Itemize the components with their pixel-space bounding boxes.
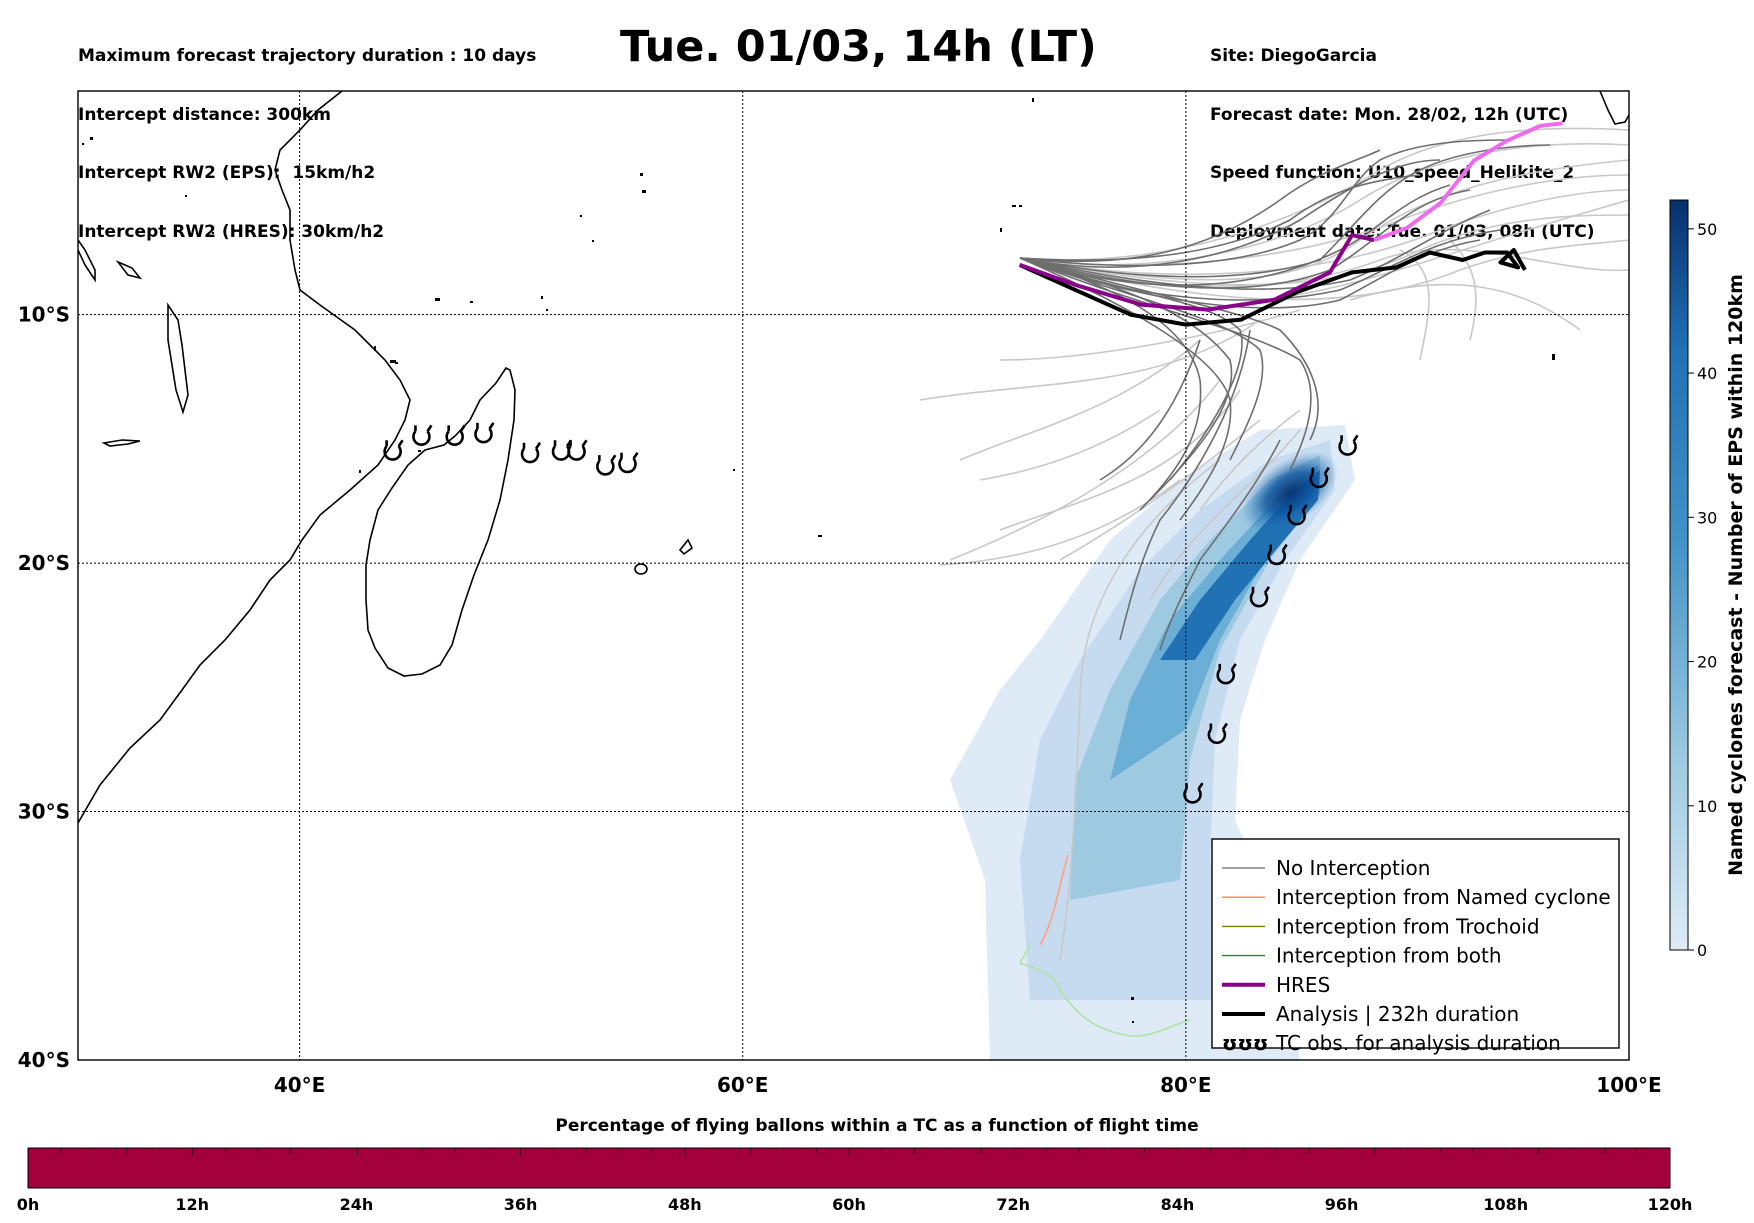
legend-label: Interception from Trochoid xyxy=(1276,914,1540,938)
side-colorbar: 0 10 20 30 40 50 Named cyclones forecast - Nu… xyxy=(1669,199,1747,960)
lon-tick-label: 80°E xyxy=(1160,1073,1212,1097)
side-cb-tick-label: 40 xyxy=(1697,364,1717,383)
side-cb-tick-label: 0 xyxy=(1697,941,1707,960)
tc-obs-symbol xyxy=(1216,663,1237,685)
hres-track-late xyxy=(1373,121,1563,242)
bottom-cb-tick-label: 36h xyxy=(504,1195,538,1214)
side-colorbar-bar xyxy=(1669,199,1689,951)
tc-obs-symbol xyxy=(1287,504,1308,526)
tc-obs-symbol xyxy=(618,451,639,474)
bottom-cb-tick-label: 84h xyxy=(1161,1195,1195,1214)
bottom-cb-tick-label: 0h xyxy=(17,1195,40,1214)
page-title: Tue. 01/03, 14h (LT) xyxy=(620,22,1097,72)
map-frame xyxy=(77,90,1630,1061)
tc-obs-symbol xyxy=(383,439,404,461)
bottom-cb-tick-label: 24h xyxy=(340,1195,374,1214)
legend-label: No Interception xyxy=(1276,856,1430,880)
tc-obs-symbol xyxy=(412,424,433,446)
legend-label: Interception from both xyxy=(1276,944,1502,968)
bottom-cb-tick-label: 120h xyxy=(1648,1195,1693,1214)
tc-obs-symbol xyxy=(1207,722,1228,745)
side-cb-tick-label: 10 xyxy=(1697,797,1717,816)
legend-item: HRES xyxy=(1222,973,1330,997)
tc-obs-symbol xyxy=(1183,782,1204,804)
lon-tick-label: 40°E xyxy=(274,1073,326,1097)
lat-tick-label: 30°S xyxy=(18,800,70,824)
side-cb-tick-label: 30 xyxy=(1697,508,1717,527)
tc-observation-symbols xyxy=(383,422,1359,804)
info-line-forecast-date: Forecast date: Mon. 28/02, 12h (UTC) xyxy=(1210,104,1569,125)
tc-obs-symbol xyxy=(1338,434,1359,456)
bottom-cb-tick-label: 96h xyxy=(1325,1195,1359,1214)
tc-obs-symbol xyxy=(596,454,617,476)
site-info: Site: DiegoGarcia Forecast date: Mon. 28… xyxy=(1210,8,1595,262)
info-line-rw2-hres: Intercept RW2 (HRES): 30km/h2 xyxy=(78,221,385,242)
legend-label: TC obs. for analysis duration xyxy=(1275,1031,1561,1055)
bottom-cb-tick-label: 72h xyxy=(996,1195,1030,1214)
tc-obs-symbol xyxy=(1309,466,1330,489)
info-line-deployment-date: Deployment date: Tue. 01/03, 08h (UTC) xyxy=(1210,221,1595,242)
tc-obs-symbol xyxy=(445,424,466,446)
tc-obs-symbol xyxy=(474,422,495,444)
legend-item: No Interception xyxy=(1222,856,1430,880)
hres-track xyxy=(1019,233,1375,312)
info-line-site: Site: DiegoGarcia xyxy=(1210,46,1377,66)
analysis-track xyxy=(1018,248,1527,327)
side-colorbar-label: Named cyclones forecast - Number of EPS … xyxy=(1725,274,1747,876)
legend-item: Analysis | 232h duration xyxy=(1222,1002,1519,1026)
tc-obs-symbol xyxy=(567,439,588,461)
side-cb-tick-label: 50 xyxy=(1697,220,1717,239)
lat-tick-label: 40°S xyxy=(18,1048,70,1072)
legend-item: Interception from Named cyclone xyxy=(1222,885,1611,909)
bottom-cb-tick-label: 12h xyxy=(175,1195,209,1214)
info-line-speed-function: Speed function: U10_speed_Helikite_2 xyxy=(1210,163,1575,183)
legend-label: Interception from Named cyclone xyxy=(1276,885,1611,909)
lat-tick-label: 20°S xyxy=(18,551,70,575)
ensemble-tracks xyxy=(1019,139,1551,651)
coastlines xyxy=(78,91,1629,824)
legend-label: HRES xyxy=(1276,973,1330,997)
bottom-cb-tick-label: 108h xyxy=(1483,1195,1528,1214)
legend-item: ʊʊʊ TC obs. for analysis duration xyxy=(1222,1031,1561,1055)
legend: No Interception Interception from Named c… xyxy=(1211,838,1620,1055)
small-islands xyxy=(82,98,1555,1023)
gridlines xyxy=(78,91,1629,1060)
lat-tick-label: 10°S xyxy=(18,303,70,327)
lon-tick-label: 100°E xyxy=(1596,1073,1661,1097)
info-line-duration: Maximum forecast trajectory duration : 1… xyxy=(78,46,537,66)
axis-labels: 40°E 60°E 80°E 100°E 10°S 20°S 30°S 40°S xyxy=(18,303,1662,1097)
bottom-colorbar: 0h 12h 24h 36h 48h 60h 72h 84h 96h 108h 120h xyxy=(17,1147,1693,1214)
track-named-cyclone-interception xyxy=(1039,854,1069,946)
bottom-cb-tick-label: 48h xyxy=(668,1195,702,1214)
lon-tick-label: 60°E xyxy=(717,1073,769,1097)
info-line-distance: Intercept distance: 300km xyxy=(78,104,331,125)
legend-label: Analysis | 232h duration xyxy=(1276,1002,1519,1026)
bottom-cb-tick-label: 60h xyxy=(832,1195,866,1214)
legend-item: Interception from Trochoid xyxy=(1222,914,1540,938)
legend-box xyxy=(1211,838,1620,1049)
info-line-rw2-eps: Intercept RW2 (EPS): 15km/h2 xyxy=(78,163,376,183)
tc-obs-symbol xyxy=(1249,586,1271,608)
forecast-parameters: Maximum forecast trajectory duration : 1… xyxy=(78,8,536,262)
tc-obs-symbol xyxy=(520,442,542,464)
track-both-interception xyxy=(1019,944,1191,1037)
tc-obs-symbol xyxy=(1267,543,1288,566)
legend-item: Interception from both xyxy=(1222,944,1502,968)
side-cb-tick-label: 20 xyxy=(1697,653,1717,672)
legend-symbol: ʊʊʊ xyxy=(1222,1031,1268,1055)
bottom-colorbar-title: Percentage of flying ballons within a TC… xyxy=(555,1116,1199,1136)
